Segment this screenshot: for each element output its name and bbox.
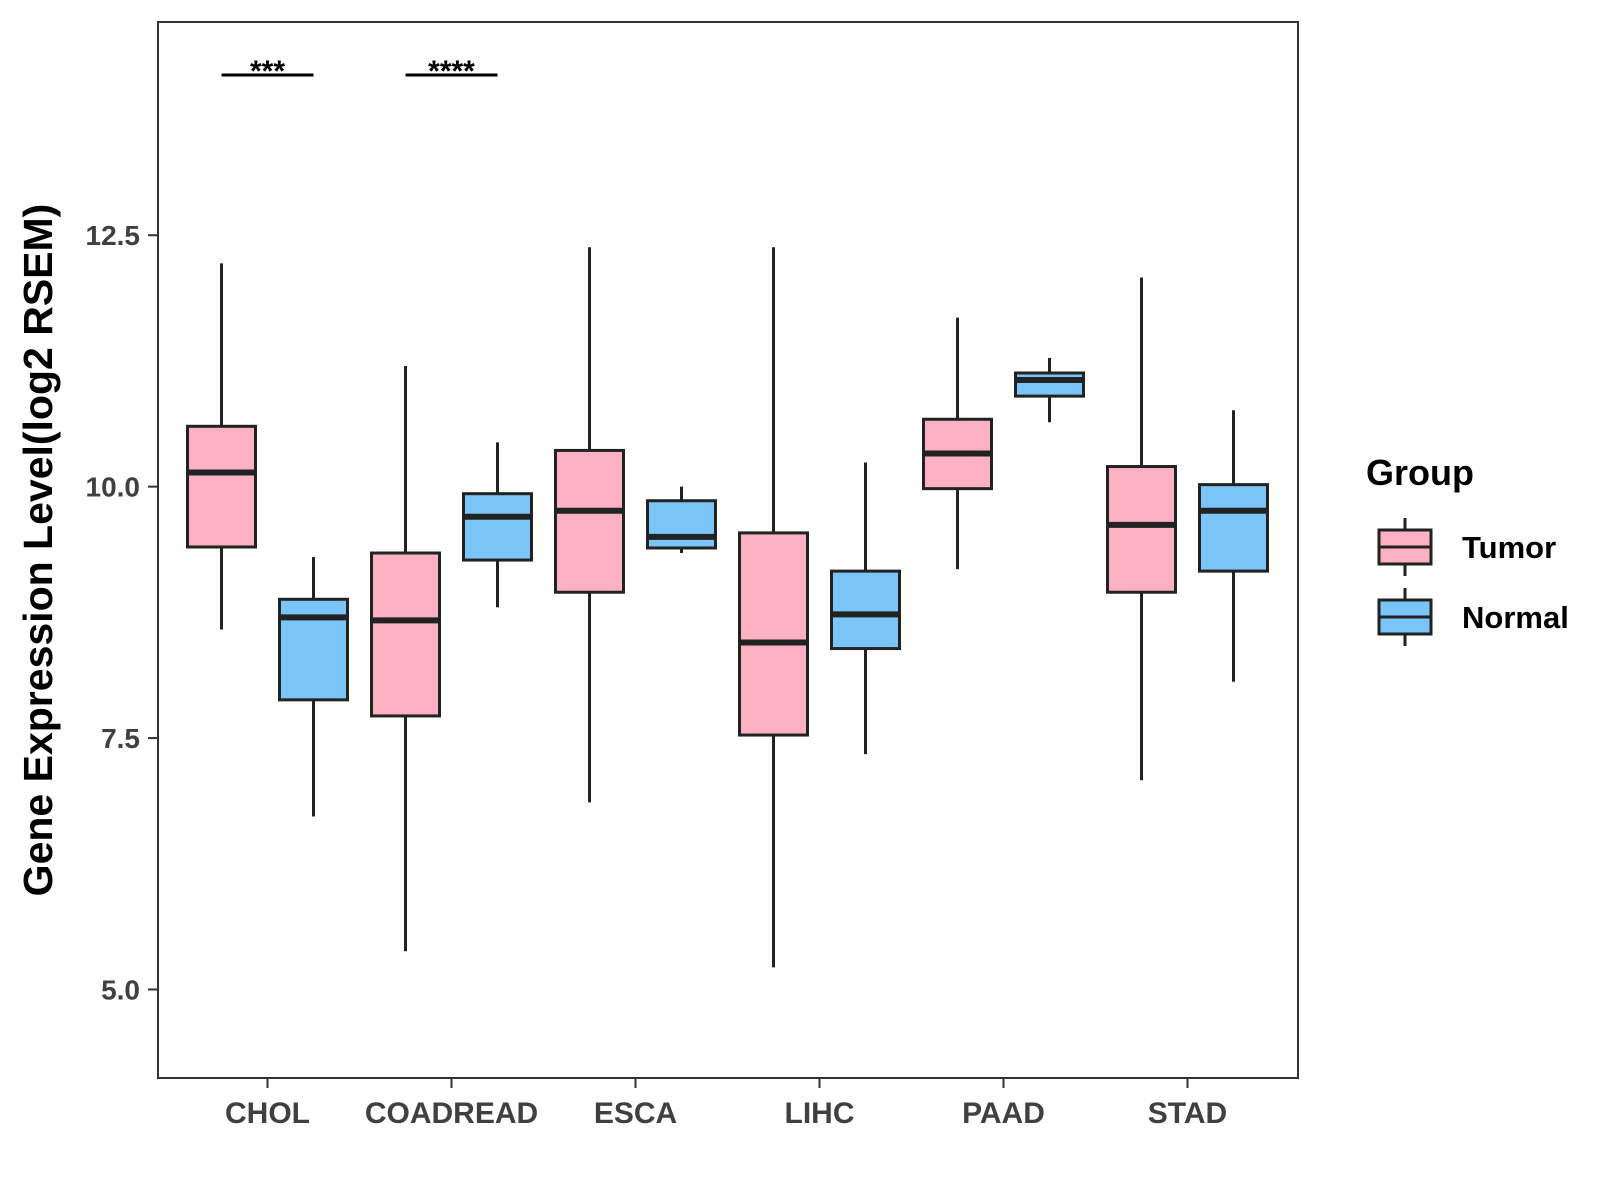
significance-annotations: *** ****: [221, 55, 498, 88]
box-iqr: [1014, 371, 1085, 398]
box-iqr: [646, 499, 717, 550]
box-iqr: [554, 448, 625, 594]
box-tumor-lihc: [738, 247, 809, 968]
x-tick-label: CHOL: [225, 1097, 310, 1130]
legend-title: Group: [1366, 452, 1474, 493]
y-tick-label: 5.0: [101, 974, 140, 1005]
box-normal-coadread: [462, 442, 533, 608]
box-normal-paad: [1014, 357, 1085, 423]
box-iqr: [738, 531, 809, 737]
x-tick-label: COADREAD: [365, 1097, 538, 1130]
box-iqr: [370, 551, 441, 718]
legend-label: Tumor: [1462, 530, 1556, 565]
y-tick-label: 7.5: [101, 723, 140, 754]
y-tick-label: 12.5: [86, 220, 141, 251]
y-axis: 5.0 7.5 10.0 12.5: [86, 220, 158, 1005]
significance-label: ***: [250, 55, 285, 88]
box-iqr: [1198, 483, 1269, 573]
plot-panel-border: [157, 21, 1299, 1079]
box-tumor-paad: [922, 317, 993, 570]
x-tick-label: ESCA: [594, 1097, 677, 1130]
x-tick-label: LIHC: [785, 1097, 855, 1130]
box-normal-lihc: [830, 462, 901, 755]
legend-item-normal: Normal: [1377, 588, 1569, 646]
box-tumor-chol: [186, 263, 257, 630]
box-tumor-coadread: [370, 365, 441, 952]
box-iqr: [278, 597, 349, 702]
box-normal-esca: [646, 486, 717, 554]
y-tick-label: 10.0: [86, 472, 141, 503]
box-tumor-esca: [554, 247, 625, 803]
box-normal-stad: [1198, 410, 1269, 682]
x-tick-label: PAAD: [962, 1097, 1045, 1130]
y-axis-title: Gene Expression Level(log2 RSEM): [15, 204, 61, 897]
box-normal-chol: [278, 557, 349, 817]
box-iqr: [1106, 465, 1177, 594]
x-axis: CHOL COADREAD ESCA LIHC PAAD STAD: [225, 1078, 1227, 1130]
significance-label: ****: [428, 55, 475, 88]
legend-item-tumor: Tumor: [1377, 518, 1556, 576]
box-iqr: [830, 569, 901, 651]
box-series: [186, 247, 1269, 968]
legend: Group Tumor Normal: [1366, 452, 1569, 646]
legend-label: Normal: [1462, 600, 1569, 635]
x-tick-label: STAD: [1148, 1097, 1227, 1130]
box-iqr: [186, 424, 257, 549]
box-tumor-stad: [1106, 277, 1177, 781]
box-iqr: [462, 492, 533, 562]
